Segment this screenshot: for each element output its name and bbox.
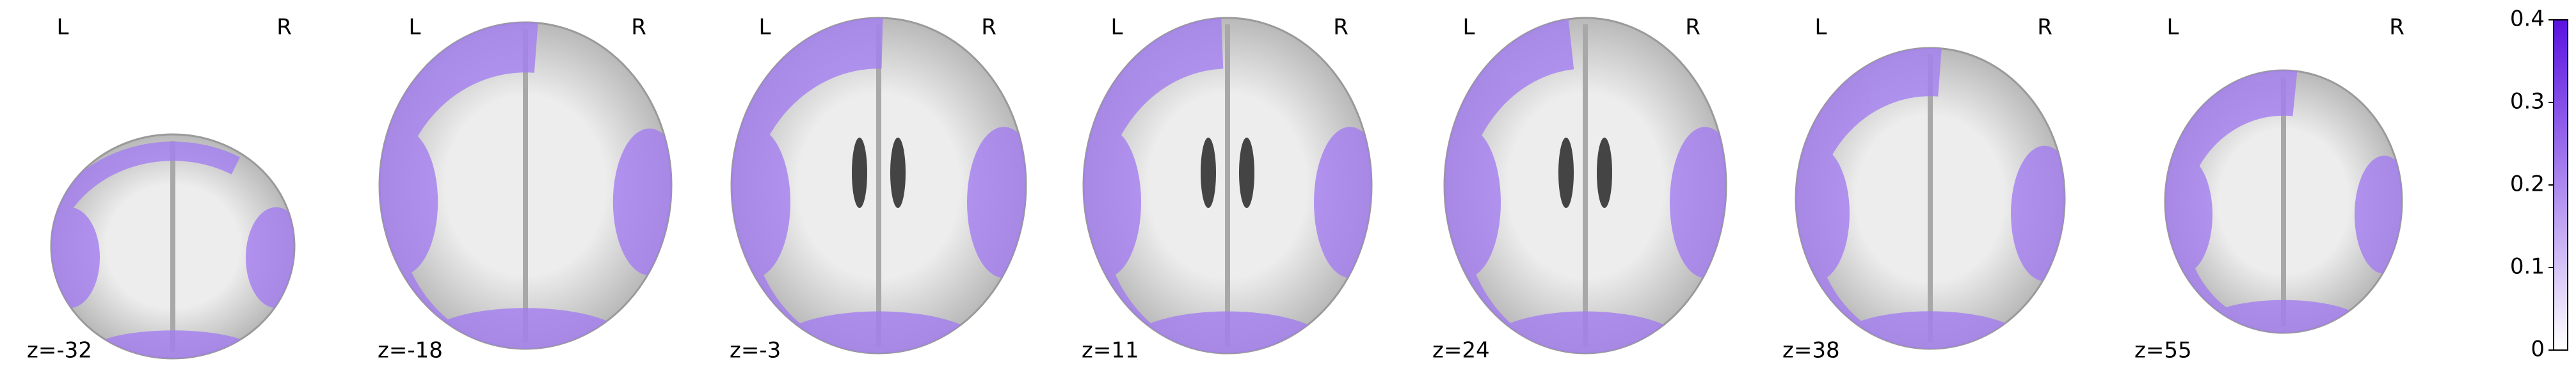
right-label: R <box>2389 15 2404 40</box>
slice-label: z=-3 <box>730 338 781 364</box>
activation <box>1084 127 1141 278</box>
right-label: R <box>981 15 996 40</box>
slices: L Rz=-32 L Rz=-18 L Rz=-3 L Rz=11 L Rz=24 L Rz=38 L R… <box>27 15 2404 364</box>
ventricle <box>1597 138 1612 208</box>
left-label: L <box>759 15 771 40</box>
right-label: R <box>1685 15 1700 40</box>
slice-label: z=38 <box>1782 338 1840 364</box>
left-label: L <box>1463 15 1475 40</box>
activation <box>1126 311 1329 353</box>
right-label: R <box>276 15 292 40</box>
activation <box>612 128 671 276</box>
brain-slice: L Rz=-18 <box>378 15 673 364</box>
colorbar-tick-label: 0.2 <box>2510 172 2545 197</box>
right-label: R <box>1333 15 1348 40</box>
brain-slice: L Rz=-3 <box>730 15 1027 364</box>
slice-label: z=-32 <box>27 338 92 364</box>
slice-label: z=55 <box>2134 338 2192 364</box>
colorbar-tick-label: 0.4 <box>2510 6 2545 32</box>
activation <box>2355 156 2402 274</box>
brain-slice: L Rz=55 <box>2134 15 2404 364</box>
ventricle <box>890 138 906 208</box>
activation <box>2200 300 2367 333</box>
left-label: L <box>57 15 69 40</box>
ventricle <box>1558 138 1574 208</box>
activation <box>246 207 294 308</box>
brain-slice: L Rz=24 <box>1432 15 1727 364</box>
colorbar-tick-label: 0 <box>2531 337 2545 362</box>
activation <box>380 128 438 276</box>
activation <box>967 127 1026 278</box>
brain-slice: L Rz=38 <box>1782 15 2066 364</box>
activation <box>2165 156 2212 274</box>
slice-label: z=24 <box>1432 338 1490 364</box>
right-label: R <box>2037 15 2052 40</box>
slice-label: z=-18 <box>378 338 443 364</box>
left-label: L <box>1111 15 1123 40</box>
slice-label: z=11 <box>1082 338 1139 364</box>
activation <box>1836 311 2024 349</box>
activation <box>2011 145 2065 282</box>
activation <box>1796 145 1850 282</box>
activation <box>51 207 100 308</box>
activation <box>88 330 258 358</box>
colorbar-tick-label: 0.3 <box>2510 89 2545 115</box>
activation <box>776 311 982 353</box>
ventricle <box>1239 138 1254 208</box>
activation <box>423 308 628 349</box>
colorbar-tick-label: 0.1 <box>2510 254 2545 280</box>
activation <box>380 22 671 349</box>
ventricle <box>852 138 867 208</box>
brain-slice: L Rz=-32 <box>27 15 296 364</box>
colorbar-scale <box>2553 19 2568 351</box>
right-label: R <box>631 15 646 40</box>
activation <box>732 18 1026 353</box>
activation <box>732 127 790 278</box>
colorbar: 0 0.1 0.2 0.3 0.4 <box>2510 6 2568 362</box>
ventricle <box>1201 138 1216 208</box>
left-label: L <box>1815 15 1827 40</box>
left-label: L <box>409 15 421 40</box>
activation <box>1444 127 1501 278</box>
activation <box>1796 48 2065 349</box>
left-label: L <box>2167 15 2179 40</box>
brain-slice: L Rz=11 <box>1082 15 1373 364</box>
activation <box>1314 127 1372 278</box>
activation <box>1487 311 1684 353</box>
activation <box>51 141 294 358</box>
activation <box>1670 127 1726 278</box>
activation <box>2165 70 2402 333</box>
